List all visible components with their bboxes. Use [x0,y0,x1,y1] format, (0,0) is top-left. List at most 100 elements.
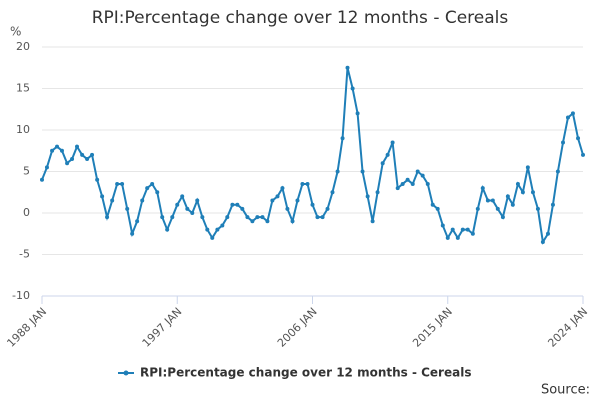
point [59,148,64,153]
point [105,215,110,220]
point [220,223,225,228]
point [435,206,440,211]
point [44,165,49,170]
point [581,152,585,157]
point [530,190,535,195]
point [430,202,435,207]
point [90,152,95,157]
point [395,186,400,191]
point [230,202,235,207]
point [275,194,280,199]
point [235,202,240,207]
point [125,206,130,211]
point [225,215,230,220]
point [576,136,581,141]
y-tick-label: 5 [23,165,30,178]
point [315,215,320,220]
point [525,165,530,170]
point [550,202,555,207]
point [345,65,350,70]
point [400,181,405,186]
y-tick-label: 20 [16,40,30,53]
point [65,161,70,166]
point [145,186,150,191]
point [100,194,105,199]
point [190,211,195,215]
x-tick-label: 2006 JAN [275,305,320,350]
point [75,144,80,149]
point [555,169,560,174]
point [455,235,460,240]
point [300,181,305,186]
point [450,227,455,232]
point [175,202,180,207]
point [295,198,300,203]
point [80,152,85,157]
point [475,206,480,211]
point [570,111,575,116]
point [285,206,290,211]
point [335,169,340,174]
point [290,219,295,224]
y-tick-label: 10 [16,123,30,136]
point [500,215,505,220]
point [150,181,155,186]
point [520,190,525,195]
point [340,136,345,141]
point [445,235,450,240]
point [320,215,325,220]
point [415,169,420,174]
point [280,186,285,191]
point [305,181,310,186]
point [465,227,470,232]
point [360,169,365,174]
point [410,181,415,186]
point [561,140,566,145]
point [165,227,170,232]
point [330,190,335,195]
point [365,194,370,199]
point [540,240,545,245]
point [495,206,500,211]
point [505,194,510,199]
point [160,215,165,220]
point [120,181,125,186]
point [180,194,185,199]
point [460,227,465,232]
point [210,235,215,240]
point [535,206,540,211]
point [510,202,515,207]
point [195,198,200,203]
x-tick-label: 2024 JAN [545,305,590,350]
point [155,190,160,195]
point [55,144,60,149]
point [490,198,495,203]
y-tick-label: 0 [23,206,30,219]
point [245,215,250,220]
y-tick-label: 15 [16,82,30,95]
point [200,215,205,220]
point [440,223,445,228]
point [350,86,355,91]
point [85,157,90,162]
y-unit: % [10,25,21,39]
point [270,198,275,203]
point [355,111,360,116]
point [385,152,390,157]
point [255,215,260,220]
point [380,161,385,166]
point [265,219,270,224]
point [115,181,120,186]
legend-label: RPI:Percentage change over 12 months - C… [140,366,471,380]
point [250,219,255,224]
point [135,219,140,224]
legend-marker [123,370,129,376]
point [205,227,210,232]
point [40,177,44,182]
point [130,231,135,236]
source: Source: [541,383,590,398]
point [185,206,190,211]
y-tick-label: -10 [12,289,30,302]
point [470,231,475,236]
